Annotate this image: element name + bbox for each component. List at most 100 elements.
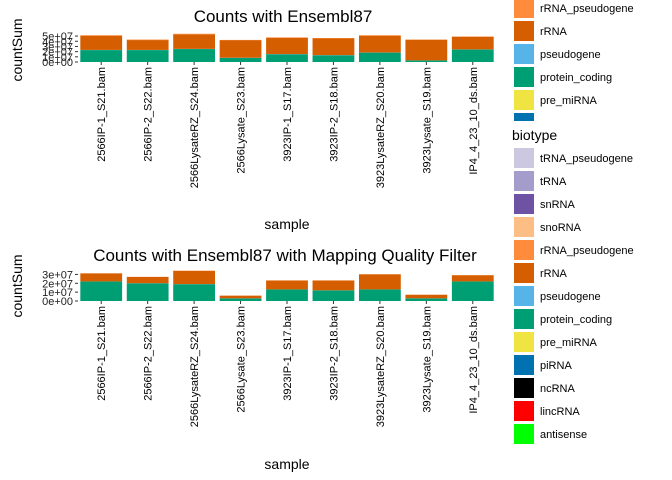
- legend-swatch: [514, 378, 534, 398]
- legend-label: snoRNA: [540, 222, 582, 234]
- bar-segment-rRNA-pseudogene: [173, 33, 216, 35]
- bar-segment-rRNA: [451, 275, 494, 282]
- legend-label: tRNA_pseudogene: [540, 153, 633, 165]
- legend-label: pre_miRNA: [540, 337, 598, 349]
- legend-swatch-clipped: [514, 113, 534, 121]
- legend-swatch: [514, 44, 534, 64]
- bar-segment-protein-coding: [219, 298, 262, 301]
- bar-segment-protein-coding: [80, 50, 123, 62]
- legend-swatch: [514, 217, 534, 237]
- bar-segment-rRNA: [405, 294, 448, 299]
- x-axis-label: sample: [264, 456, 309, 472]
- legend-swatch: [514, 309, 534, 329]
- bar-segment-rRNA: [312, 280, 355, 291]
- legend-label: snRNA: [540, 199, 576, 211]
- bar-segment-rRNA: [80, 35, 123, 50]
- legend-title: biotype: [512, 127, 557, 143]
- bar-segment-rRNA: [266, 280, 308, 290]
- bar-segment-protein-coding: [358, 289, 401, 301]
- x-tick-label: IP4_4_23_10_ds.bam: [468, 306, 480, 414]
- bar-segment-rRNA: [219, 295, 262, 299]
- legend-label: ncRNA: [540, 383, 576, 395]
- y-tick-label: 0e+00: [42, 296, 73, 308]
- bar-segment-protein-coding: [451, 49, 494, 62]
- bar-segment-rRNA: [80, 273, 123, 282]
- x-tick-label: 3923IP-1_S17.bam: [282, 67, 294, 162]
- legend-label: lincRNA: [540, 406, 580, 418]
- legend-swatch: [514, 332, 534, 352]
- legend-swatch: [514, 0, 534, 18]
- legend-label: rRNA_pseudogene: [540, 3, 634, 15]
- legend-label: pseudogene: [540, 291, 601, 303]
- legend-swatch: [514, 286, 534, 306]
- x-tick-label: 2566Lysate_S23.bam: [236, 67, 248, 174]
- bar-segment-protein-coding: [358, 52, 401, 62]
- bar-segment-rRNA-pseudogene: [358, 35, 401, 36]
- legend-panel-1: rRNA_pseudogene rRNA pseudogene protein_cod…: [514, 0, 634, 121]
- legend-label: rRNA: [540, 26, 568, 38]
- bar-segment-rRNA: [266, 37, 308, 55]
- y-tick-label: 2e+07: [42, 47, 73, 59]
- y-tick-label: 3e+07: [42, 41, 73, 53]
- legend-swatch: [514, 171, 534, 191]
- legend-swatch: [514, 424, 534, 444]
- y-tick-label: 3e+07: [42, 269, 73, 281]
- legend-swatch: [514, 90, 534, 110]
- chart-title: Counts with Ensembl87 with Mapping Quali…: [93, 246, 477, 265]
- bar-segment-protein-coding: [219, 57, 262, 62]
- x-tick-label: 2566LysateRZ_S24.bam: [189, 67, 201, 188]
- bar-segment-protein-coding: [126, 50, 169, 62]
- bar-segment-protein-coding: [312, 290, 355, 301]
- legend-label: pseudogene: [540, 49, 601, 61]
- x-tick-label: 3923IP-1_S17.bam: [282, 306, 294, 401]
- bar-segment-rRNA: [173, 34, 216, 49]
- bar-segment-rRNA: [126, 276, 169, 284]
- legend-label: pre_miRNA: [540, 95, 598, 107]
- legend-label: tRNA: [540, 176, 567, 188]
- x-axis-label: sample: [264, 216, 309, 232]
- bar-segment-protein-coding: [405, 298, 448, 301]
- legend-swatch: [514, 355, 534, 375]
- legend-label: antisense: [540, 429, 587, 441]
- y-tick-label: 0e+00: [42, 57, 73, 69]
- y-tick-label: 4e+07: [42, 36, 73, 48]
- x-tick-label: 3923Lysate_S19.bam: [421, 67, 433, 174]
- x-tick-label: 2566IP-2_S22.bam: [143, 67, 155, 162]
- x-tick-label: 3923LysateRZ_S20.bam: [375, 67, 387, 188]
- x-tick-label: 2566Lysate_S23.bam: [236, 306, 248, 413]
- bar-segment-rRNA-pseudogene: [266, 37, 308, 38]
- legend-swatch: [514, 21, 534, 41]
- bar-segment-protein-coding: [126, 283, 169, 301]
- y-axis-label: countSum: [9, 254, 25, 317]
- x-tick-label: 3923Lysate_S19.bam: [421, 306, 433, 413]
- legend-swatch: [514, 148, 534, 168]
- x-tick-label: 2566LysateRZ_S24.bam: [189, 306, 201, 427]
- legend-label: rRNA: [540, 268, 568, 280]
- bar-segment-protein-coding: [266, 289, 308, 301]
- bar-segment-protein-coding: [173, 284, 216, 301]
- legend-label: piRNA: [540, 360, 572, 372]
- x-tick-label: 2566IP-1_S21.bam: [96, 306, 108, 401]
- y-tick-label: 1e+07: [42, 52, 73, 64]
- legend-swatch: [514, 194, 534, 214]
- bar-segment-rRNA: [451, 36, 494, 50]
- bar-segment-rRNA: [126, 40, 169, 50]
- bar-segment-rRNA: [219, 40, 262, 58]
- bar-segment-protein-coding: [405, 60, 448, 62]
- x-tick-label: 2566IP-2_S22.bam: [143, 306, 155, 401]
- bar-segment-protein-coding: [312, 55, 355, 62]
- y-tick-label: 2e+07: [42, 278, 73, 290]
- bar-segment-rRNA: [312, 38, 355, 56]
- x-tick-label: IP4_4_23_10_ds.bam: [468, 67, 480, 175]
- x-tick-label: 3923IP-2_S18.bam: [328, 306, 340, 401]
- chart-title: Counts with Ensembl87: [194, 7, 373, 26]
- bar-segment-rRNA: [405, 39, 448, 61]
- x-tick-label: 2566IP-1_S21.bam: [96, 67, 108, 162]
- x-tick-label: 3923LysateRZ_S20.bam: [375, 306, 387, 427]
- bar-segment-protein-coding: [266, 54, 308, 62]
- legend-label: protein_coding: [540, 72, 612, 84]
- y-axis-label: countSum: [9, 18, 25, 81]
- bar-segment-protein-coding: [173, 49, 216, 62]
